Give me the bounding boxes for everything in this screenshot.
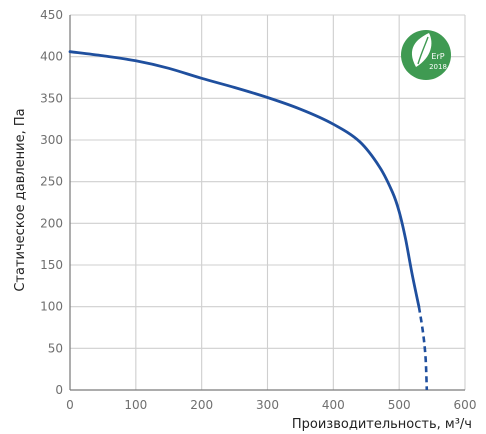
grid (69, 14, 466, 391)
series (68, 50, 429, 391)
leaf-vein-icon (417, 36, 429, 65)
y-tick-label: 200 (40, 216, 63, 230)
y-tick-label: 300 (40, 133, 63, 147)
y-tick-label: 50 (48, 341, 63, 355)
y-tick-label: 0 (55, 383, 63, 397)
erp-badge: ErP 2018 (401, 30, 451, 80)
x-tick-label: 0 (66, 398, 74, 412)
y-tick-label: 350 (40, 91, 63, 105)
y-axis-label: Статическое давление, Па (13, 108, 28, 291)
y-tick-label: 400 (40, 50, 63, 64)
y-tick-label: 150 (40, 258, 63, 272)
x-tick-label: 100 (124, 398, 147, 412)
pressure-curve-solid (68, 50, 421, 309)
x-tick-label: 300 (256, 398, 279, 412)
x-tick-label: 200 (190, 398, 213, 412)
y-tick-label: 250 (40, 175, 63, 189)
tick-labels: 0 50 100 150 200 250 300 350 400 450 0 100 200 300 400… (40, 8, 476, 412)
y-tick-label: 450 (40, 8, 63, 22)
erp-badge-label: ErP (431, 52, 444, 61)
x-tick-label: 600 (454, 398, 477, 412)
x-tick-label: 500 (388, 398, 411, 412)
pressure-curve-dashed (417, 306, 429, 391)
x-tick-label: 400 (322, 398, 345, 412)
y-tick-label: 100 (40, 300, 63, 314)
erp-badge-year: 2018 (429, 63, 447, 71)
x-axis-label: Производительность, м³/ч (292, 417, 472, 432)
